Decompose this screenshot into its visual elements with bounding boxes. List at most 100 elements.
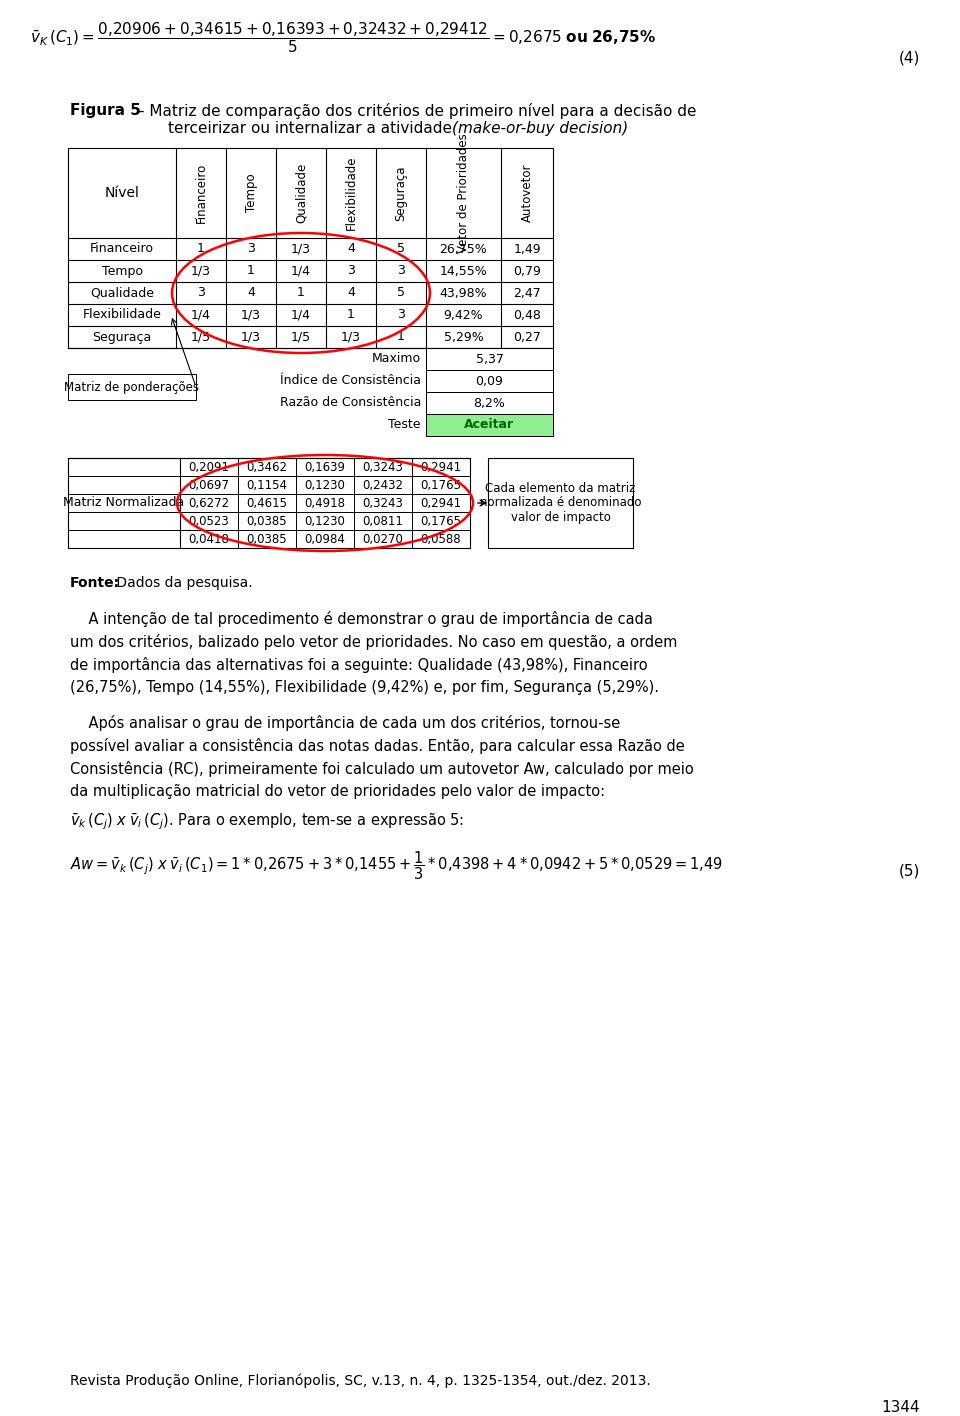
Text: Tempo: Tempo — [245, 174, 257, 212]
Text: 3: 3 — [247, 242, 255, 255]
Text: 8,2%: 8,2% — [473, 396, 505, 409]
Text: 0,0984: 0,0984 — [304, 532, 346, 545]
Text: Teste: Teste — [389, 419, 421, 432]
Bar — [68, 457, 470, 548]
Text: Matriz de ponderações: Matriz de ponderações — [64, 381, 200, 394]
Text: (5): (5) — [899, 864, 920, 878]
Text: Cada elemento da matriz
normalizada é denominado
valor de impacto: Cada elemento da matriz normalizada é de… — [480, 481, 641, 524]
Text: 1: 1 — [197, 242, 204, 255]
Text: 0,1639: 0,1639 — [304, 460, 346, 473]
Text: 0,3243: 0,3243 — [363, 460, 403, 473]
Text: 5,29%: 5,29% — [444, 330, 484, 344]
Text: 1/4: 1/4 — [291, 309, 311, 321]
Text: Qualidade: Qualidade — [90, 286, 154, 300]
Text: 0,4918: 0,4918 — [304, 497, 346, 510]
Text: 0,1765: 0,1765 — [420, 514, 462, 528]
Text: 0,2941: 0,2941 — [420, 497, 462, 510]
Text: Dados da pesquisa.: Dados da pesquisa. — [112, 576, 252, 590]
Text: 0,27: 0,27 — [513, 330, 540, 344]
Text: Aceitar: Aceitar — [465, 419, 515, 432]
Text: 3: 3 — [397, 265, 405, 278]
Text: 1/4: 1/4 — [291, 265, 311, 278]
Bar — [68, 374, 196, 399]
Text: Qualidade: Qualidade — [295, 163, 307, 224]
Text: Vetor de Prioridades: Vetor de Prioridades — [457, 133, 470, 253]
Text: 0,2941: 0,2941 — [420, 460, 462, 473]
Text: Figura 5: Figura 5 — [70, 103, 141, 118]
Text: Financeiro: Financeiro — [195, 163, 207, 224]
Text: Índice de Consistência: Índice de Consistência — [280, 374, 421, 388]
Text: 1/3: 1/3 — [241, 309, 261, 321]
Text: 1,49: 1,49 — [514, 242, 540, 255]
Bar — [426, 370, 553, 392]
Text: 1: 1 — [297, 286, 305, 300]
Text: 26,75%: 26,75% — [440, 242, 488, 255]
Text: 0,3462: 0,3462 — [247, 460, 287, 473]
Bar — [488, 457, 633, 548]
Text: 1/5: 1/5 — [291, 330, 311, 344]
Bar — [426, 413, 553, 436]
Text: 14,55%: 14,55% — [440, 265, 488, 278]
Text: Flexibilidade: Flexibilidade — [83, 309, 161, 321]
Text: 1: 1 — [348, 309, 355, 321]
Text: Nível: Nível — [105, 185, 139, 200]
Text: 1/3: 1/3 — [241, 330, 261, 344]
Text: 0,1230: 0,1230 — [304, 514, 346, 528]
Text: Autovetor: Autovetor — [520, 164, 534, 222]
Text: Razão de Consistência: Razão de Consistência — [279, 396, 421, 409]
Text: 0,0270: 0,0270 — [363, 532, 403, 545]
Text: (4): (4) — [899, 51, 920, 65]
Text: 0,1230: 0,1230 — [304, 479, 346, 491]
Text: Seguraça: Seguraça — [92, 330, 152, 344]
Text: 0,6272: 0,6272 — [188, 497, 229, 510]
Text: 9,42%: 9,42% — [444, 309, 483, 321]
Text: $\bar{v}_k\,(C_j)\;x\;\bar{v}_i\,(C_j)$. Para o exemplo, tem-se a expressão 5:: $\bar{v}_k\,(C_j)\;x\;\bar{v}_i\,(C_j)$.… — [70, 811, 464, 831]
Text: 4: 4 — [348, 286, 355, 300]
Bar — [68, 149, 553, 348]
Text: (make-or-buy decision): (make-or-buy decision) — [452, 120, 628, 136]
Text: 0,0588: 0,0588 — [420, 532, 462, 545]
Text: 1/5: 1/5 — [191, 330, 211, 344]
Text: 0,0523: 0,0523 — [188, 514, 229, 528]
Text: 0,0697: 0,0697 — [188, 479, 229, 491]
Text: terceirizar ou internalizar a atividade: terceirizar ou internalizar a atividade — [168, 120, 457, 136]
Text: 1: 1 — [397, 330, 405, 344]
Text: 5: 5 — [397, 286, 405, 300]
Text: Revista Produção Online, Florianópolis, SC, v.13, n. 4, p. 1325-1354, out./dez. : Revista Produção Online, Florianópolis, … — [70, 1374, 651, 1388]
Bar — [426, 392, 553, 413]
Text: A intenção de tal procedimento é demonstrar o grau de importância de cada
um dos: A intenção de tal procedimento é demonst… — [70, 610, 678, 695]
Text: Tempo: Tempo — [102, 265, 142, 278]
Text: 1344: 1344 — [881, 1400, 920, 1415]
Text: 5: 5 — [397, 242, 405, 255]
Text: – Matriz de comparação dos critérios de primeiro nível para a decisão de: – Matriz de comparação dos critérios de … — [132, 103, 697, 119]
Text: 0,79: 0,79 — [513, 265, 540, 278]
Text: Maximo: Maximo — [372, 353, 421, 365]
Text: 1: 1 — [247, 265, 255, 278]
Text: 2,47: 2,47 — [514, 286, 540, 300]
Text: 5,37: 5,37 — [475, 353, 503, 365]
Text: Seguraça: Seguraça — [395, 166, 407, 221]
Text: 0,0811: 0,0811 — [363, 514, 403, 528]
Text: 0,2091: 0,2091 — [188, 460, 229, 473]
Text: 0,0385: 0,0385 — [247, 532, 287, 545]
Text: 1/4: 1/4 — [191, 309, 211, 321]
Text: 0,48: 0,48 — [513, 309, 540, 321]
Text: Matriz Normalizada: Matriz Normalizada — [63, 497, 184, 510]
Text: 43,98%: 43,98% — [440, 286, 488, 300]
Text: 4: 4 — [247, 286, 255, 300]
Text: Flexibilidade: Flexibilidade — [345, 156, 357, 231]
Text: Fonte:: Fonte: — [70, 576, 120, 590]
Text: $Aw = \bar{v}_k\,(C_j)\;x\;\bar{v}_i\,(C_1) = 1*0{,}2675 + 3*0{,}1455 + \dfrac{1: $Aw = \bar{v}_k\,(C_j)\;x\;\bar{v}_i\,(C… — [70, 850, 723, 882]
Text: Após analisar o grau de importância de cada um dos critérios, tornou-se
possível: Após analisar o grau de importância de c… — [70, 715, 694, 799]
Text: 0,3243: 0,3243 — [363, 497, 403, 510]
Text: $\bar{v}_K\,(C_1) = \dfrac{0{,}20906 + 0{,}34615 + 0{,}16393 + 0{,}32432 + 0{,}2: $\bar{v}_K\,(C_1) = \dfrac{0{,}20906 + 0… — [30, 21, 656, 55]
Text: 1/3: 1/3 — [191, 265, 211, 278]
Text: 1/3: 1/3 — [341, 330, 361, 344]
Text: 0,2432: 0,2432 — [363, 479, 403, 491]
Text: 3: 3 — [397, 309, 405, 321]
Bar — [426, 348, 553, 370]
Text: 0,0385: 0,0385 — [247, 514, 287, 528]
Text: 0,1765: 0,1765 — [420, 479, 462, 491]
Text: 0,4615: 0,4615 — [247, 497, 287, 510]
Text: 3: 3 — [348, 265, 355, 278]
